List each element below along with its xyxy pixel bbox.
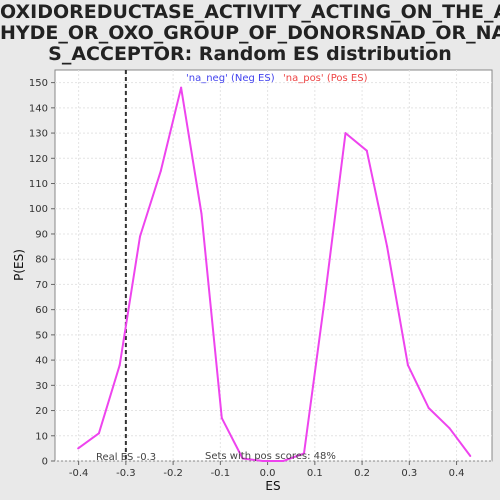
- es-data-point: [282, 460, 285, 462]
- y-tick-label: 80: [35, 255, 48, 266]
- x-axis-title: ES: [265, 479, 280, 493]
- pos-scores-label: Sets with pos scores: 48%: [205, 451, 336, 462]
- series-layer: [77, 86, 472, 462]
- es-data-point: [302, 452, 305, 455]
- es-data-point: [261, 460, 264, 462]
- chart-title-line-3: S_ACCEPTOR: Random ES distribution: [48, 43, 452, 65]
- legend-pos-es: 'na_pos' (Pos ES): [283, 73, 368, 84]
- es-data-point: [97, 432, 100, 435]
- x-tick-label: 0.1: [307, 468, 323, 479]
- es-data-point: [180, 86, 183, 89]
- es-data-point: [365, 149, 368, 152]
- es-data-point: [220, 417, 223, 420]
- x-tick-label: -0.1: [211, 468, 231, 479]
- chart-title: OXIDOREDUCTASE_ACTIVITY_ACTING_ON_THE_AL…: [0, 2, 500, 65]
- x-tick-label: -0.2: [163, 468, 183, 479]
- axes: 0 10 20 30 40 50 60 70 80 90 100 110 120 130 140 150 -0.…: [29, 78, 465, 479]
- y-tick-label: 50: [35, 330, 48, 341]
- y-tick-label: 140: [29, 103, 48, 114]
- chart-title-line-1: OXIDOREDUCTASE_ACTIVITY_ACTING_ON_THE_AL…: [0, 1, 500, 23]
- x-tick-label: 0.0: [260, 468, 276, 479]
- es-data-point: [448, 427, 451, 430]
- es-data-point: [344, 132, 347, 135]
- x-tick-label: 0.3: [401, 468, 417, 479]
- y-tick-label: 150: [29, 78, 48, 89]
- y-tick-label: 90: [35, 229, 48, 240]
- es-data-point: [200, 212, 203, 215]
- y-tick-label: 100: [29, 204, 48, 215]
- es-data-point: [427, 407, 430, 410]
- es-data-point: [159, 169, 162, 172]
- es-data-point: [77, 447, 80, 450]
- es-data-point: [469, 454, 472, 457]
- es-distribution-line: [77, 86, 472, 462]
- y-tick-label: 60: [35, 305, 48, 316]
- x-tick-label: 0.4: [449, 468, 465, 479]
- y-tick-label: 0: [42, 457, 48, 468]
- x-tick-label: -0.3: [116, 468, 136, 479]
- es-data-point: [241, 457, 244, 460]
- es-data-point: [323, 301, 326, 304]
- legend-neg-es: 'na_neg' (Neg ES): [186, 73, 275, 84]
- y-tick-label: 110: [29, 179, 48, 190]
- real-es-label: Real ES -0.3: [96, 452, 156, 463]
- y-tick-label: 120: [29, 154, 48, 165]
- y-tick-label: 40: [35, 356, 48, 367]
- es-data-point: [139, 235, 142, 238]
- y-tick-label: 20: [35, 406, 48, 417]
- y-tick-label: 30: [35, 381, 48, 392]
- y-tick-label: 10: [35, 431, 48, 442]
- x-tick-label: 0.2: [354, 468, 370, 479]
- x-tick-label: -0.4: [69, 468, 89, 479]
- es-data-point: [118, 364, 121, 367]
- es-data-point: [386, 245, 389, 248]
- plot-area: [54, 69, 493, 462]
- es-data-point: [406, 364, 409, 367]
- y-axis-title: P(ES): [12, 249, 26, 281]
- y-tick-label: 70: [35, 280, 48, 291]
- y-tick-label: 130: [29, 129, 48, 140]
- chart-title-line-2: HYDE_OR_OXO_GROUP_OF_DONORSNAD_OR_NADP_A: [0, 22, 500, 44]
